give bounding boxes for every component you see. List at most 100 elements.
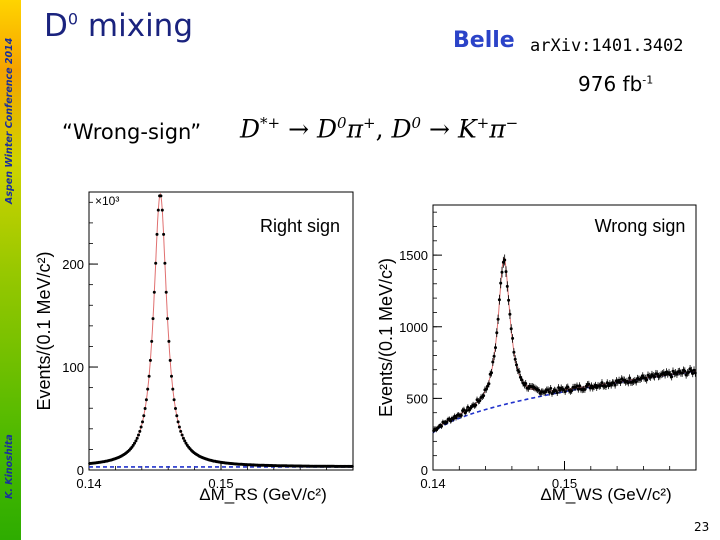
ws-data-point — [588, 386, 592, 390]
rs-data-point — [123, 452, 127, 456]
rs-data-point — [258, 463, 262, 467]
rs-data-point — [316, 464, 320, 468]
rs-data-point — [172, 398, 176, 402]
ws-data-point — [471, 403, 475, 407]
ws-data-point — [666, 372, 670, 376]
ws-data-point — [458, 414, 462, 418]
ws-data-point — [570, 389, 574, 393]
ws-data-point — [633, 379, 637, 382]
rs-data-point — [292, 464, 296, 468]
ws-data-point — [447, 417, 451, 421]
rs-data-point — [185, 443, 189, 447]
ws-data-point — [632, 379, 635, 383]
rs-data-point — [98, 460, 102, 464]
ws-data-point — [625, 379, 629, 383]
ws-data-point — [566, 385, 570, 389]
rs-data-point — [341, 464, 345, 468]
ws-data-point — [479, 396, 483, 399]
rs-data-point — [115, 456, 119, 460]
ws-data-point — [642, 376, 646, 380]
page-number: 23 — [694, 520, 710, 534]
rs-data-point — [296, 464, 300, 468]
ws-data-point — [621, 378, 625, 382]
rs-data-point — [135, 436, 139, 440]
ws-data-point — [674, 371, 678, 375]
ws-y-tick-label: 500 — [406, 391, 428, 406]
ws-data-point — [559, 386, 563, 390]
ws-data-point — [549, 386, 553, 390]
ws-data-point — [651, 374, 655, 378]
rs-data-point — [208, 458, 212, 462]
rs-data-point — [92, 461, 96, 465]
rs-data-point — [255, 463, 259, 467]
rs-data-point — [100, 460, 103, 464]
rs-data-point — [147, 374, 151, 378]
ws-y-tick-label: 1500 — [399, 248, 428, 263]
ws-data-point — [584, 384, 588, 388]
ws-data-point — [461, 409, 465, 413]
ws-data-point — [664, 370, 668, 374]
rs-data-point — [146, 387, 150, 391]
rs-data-point — [295, 464, 299, 468]
ws-data-point — [547, 390, 551, 394]
ws-data-point — [515, 363, 518, 367]
rs-data-point — [204, 457, 208, 461]
rs-data-point — [327, 464, 331, 468]
rs-data-point — [152, 290, 156, 294]
rs-data-point — [339, 464, 342, 468]
rs-data-point — [105, 459, 109, 463]
rs-data-point — [139, 425, 143, 429]
rs-data-point — [160, 208, 164, 212]
ws-data-point — [432, 429, 436, 433]
ws-data-point — [505, 284, 509, 288]
ws-data-point — [658, 374, 662, 378]
rs-title: Right sign — [260, 216, 340, 236]
ws-data-point — [449, 419, 453, 423]
ws-data-point — [508, 312, 512, 316]
ws-data-point — [576, 387, 580, 391]
ws-data-point — [442, 421, 446, 425]
ws-data-point — [629, 380, 633, 384]
ws-data-point — [542, 391, 546, 394]
ws-data-point — [488, 372, 492, 376]
luminosity: 976 fb-1 — [578, 72, 653, 96]
rs-data-point — [298, 464, 301, 468]
ws-data-point — [546, 388, 550, 392]
rs-data-point — [311, 464, 315, 468]
rs-data-point — [163, 261, 167, 265]
rs-data-point — [274, 464, 278, 468]
ws-data-point — [609, 383, 613, 387]
rs-data-point — [307, 464, 311, 468]
ws-data-point — [626, 381, 630, 385]
ws-data-point — [646, 373, 650, 377]
rs-data-point — [229, 462, 233, 465]
rs-data-point — [209, 458, 213, 462]
ws-data-point — [470, 405, 474, 408]
rs-data-point — [245, 463, 249, 467]
ws-data-point — [586, 383, 589, 387]
ws-data-point — [555, 391, 559, 395]
rs-plot-frame — [88, 191, 354, 471]
rs-data-point — [191, 450, 195, 453]
ws-data-point — [575, 384, 579, 388]
rs-data-point — [158, 194, 162, 198]
rs-data-point — [111, 457, 115, 461]
rs-data-point — [141, 420, 144, 424]
decay-k-sup: + — [476, 114, 490, 132]
ws-y-tick-label: 1000 — [399, 320, 428, 335]
rs-total-fit — [88, 192, 354, 467]
ws-data-point — [659, 373, 663, 376]
ws-total-fit — [432, 257, 697, 432]
ws-data-point — [568, 389, 572, 393]
ws-data-point — [579, 387, 583, 391]
ws-data-point — [650, 373, 654, 377]
rs-data-point — [90, 461, 94, 465]
ws-data-point — [678, 370, 682, 373]
ws-data-point — [486, 384, 490, 388]
rs-data-point — [306, 464, 309, 468]
ws-data-point — [529, 385, 533, 389]
ws-data-point — [520, 378, 524, 382]
ws-data-point — [494, 346, 497, 350]
ws-data-point — [517, 370, 521, 374]
rs-data-point — [253, 463, 257, 467]
